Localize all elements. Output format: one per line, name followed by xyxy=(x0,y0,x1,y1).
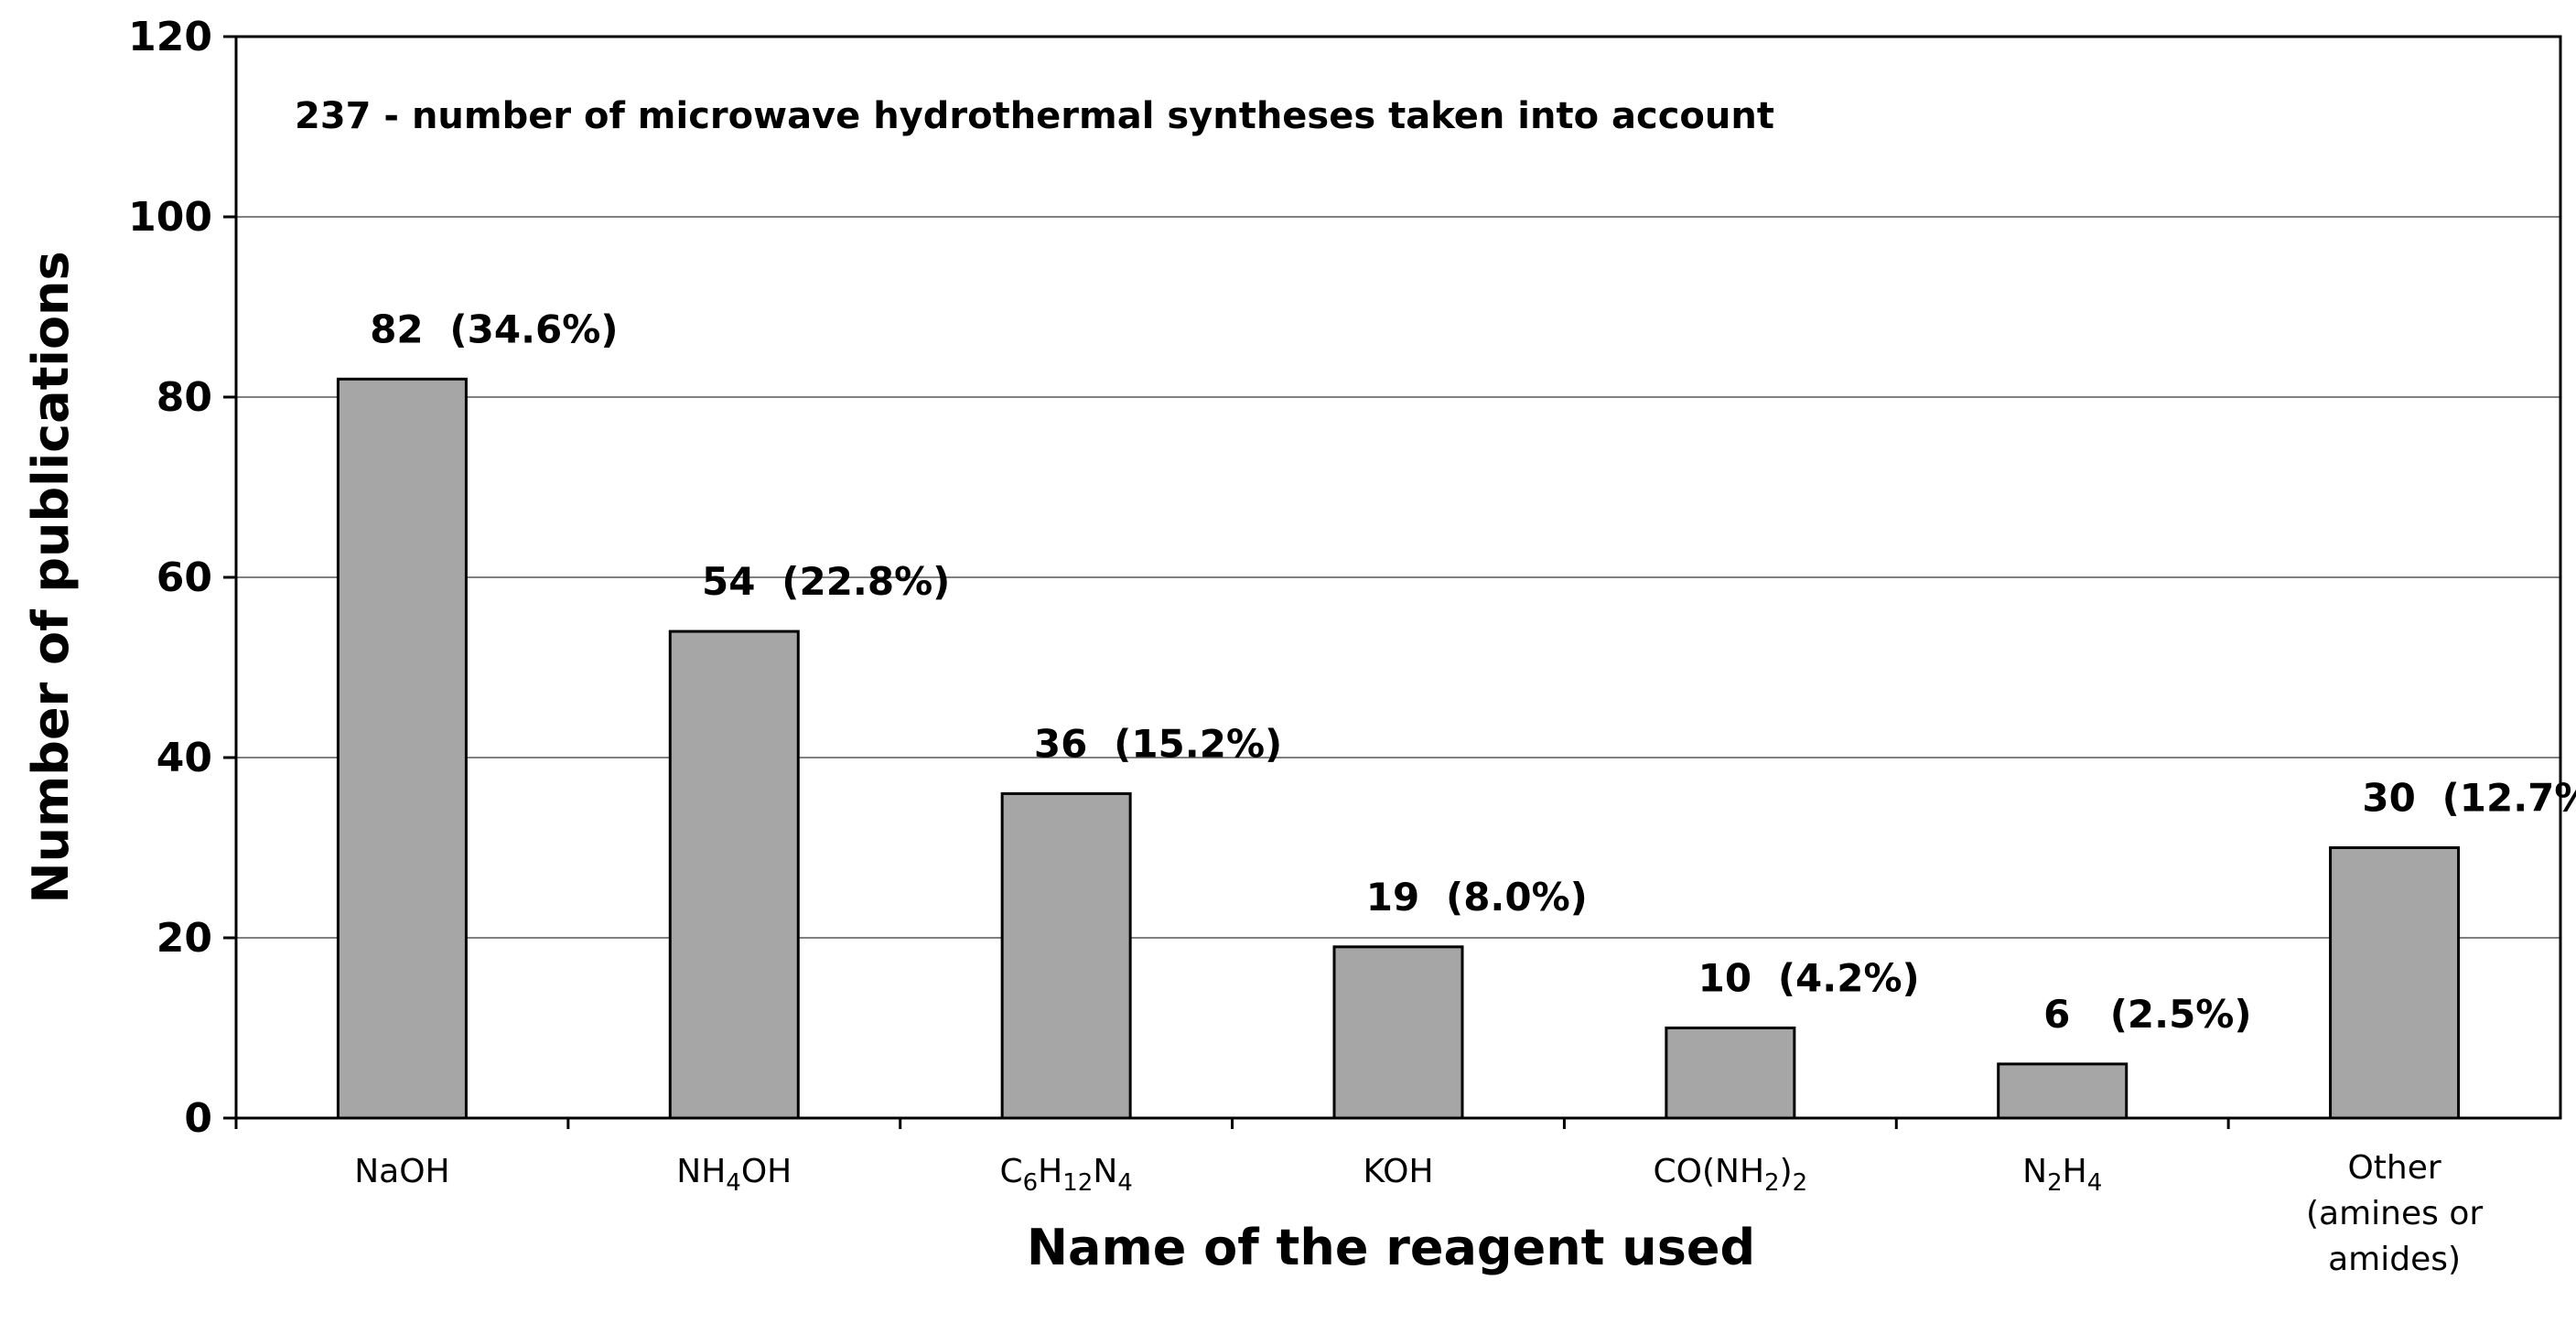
x-category-label: N2H4 xyxy=(2022,1153,2102,1197)
y-axis-title: Number of publications xyxy=(22,251,80,903)
bar-percent-label: (22.8%) xyxy=(781,559,950,604)
y-tick-label: 60 xyxy=(156,554,212,601)
y-axis-ticks: 0 20 40 60 80 100 120 xyxy=(128,14,236,1142)
y-tick-label: 100 xyxy=(128,194,212,241)
x-category-label: NH4OH xyxy=(676,1153,792,1197)
bar-percent-label: (8.0%) xyxy=(1446,875,1588,920)
bar-value-label: 82 xyxy=(370,307,423,351)
bar-value-label: 54 xyxy=(702,559,755,604)
y-tick-label: 0 xyxy=(184,1095,212,1142)
x-category-label: (amines or xyxy=(2306,1195,2483,1232)
bar xyxy=(1997,1062,2129,1120)
bar-percent-label: (12.7%) xyxy=(2442,776,2576,821)
x-category-label: NaOH xyxy=(354,1153,449,1190)
bar-value-label: 6 xyxy=(2043,992,2070,1037)
y-tick-label: 40 xyxy=(156,735,212,781)
x-category-label: Other xyxy=(2347,1149,2441,1187)
bar xyxy=(2329,846,2461,1120)
x-category-label: C6H12N4 xyxy=(999,1153,1132,1197)
bar-value-label: 19 xyxy=(1366,875,1419,920)
y-tick-label: 120 xyxy=(128,14,212,60)
y-tick-label: 20 xyxy=(156,915,212,962)
bar xyxy=(668,629,800,1120)
x-axis-categories: NaOH NH4OH C6H12N4 KOH CO(NH2)2 N2H4 Other (ami… xyxy=(234,1118,2483,1278)
annotation-text: 237 - number of microwave hydrothermal s… xyxy=(295,95,1774,137)
bar xyxy=(1000,791,1132,1120)
bar-value-label: 36 xyxy=(1034,721,1087,766)
bars xyxy=(336,377,2461,1120)
x-category-label: KOH xyxy=(1363,1153,1433,1190)
gridlines xyxy=(236,216,2560,939)
bar-percent-label: (4.2%) xyxy=(1778,956,1920,1001)
bar-percent-label: (15.2%) xyxy=(1114,721,1282,766)
data-labels: 82 (34.6%) 54 (22.8%) 36 (15.2%) 19 (8.0%) 10 (4.… xyxy=(370,307,2576,1037)
bar-value-label: 10 xyxy=(1698,956,1751,1001)
y-tick-label: 80 xyxy=(156,374,212,421)
x-category-label: amides) xyxy=(2328,1241,2461,1278)
bar xyxy=(1332,945,1464,1120)
bar xyxy=(336,377,468,1120)
bar xyxy=(1665,1027,1796,1120)
x-category-label: CO(NH2)2 xyxy=(1654,1153,1808,1197)
bar-percent-label: (2.5%) xyxy=(2110,992,2252,1037)
x-axis-title: Name of the reagent used xyxy=(1027,1219,1755,1276)
bar-percent-label: (34.6%) xyxy=(449,307,618,351)
bar-value-label: 30 xyxy=(2362,776,2415,821)
